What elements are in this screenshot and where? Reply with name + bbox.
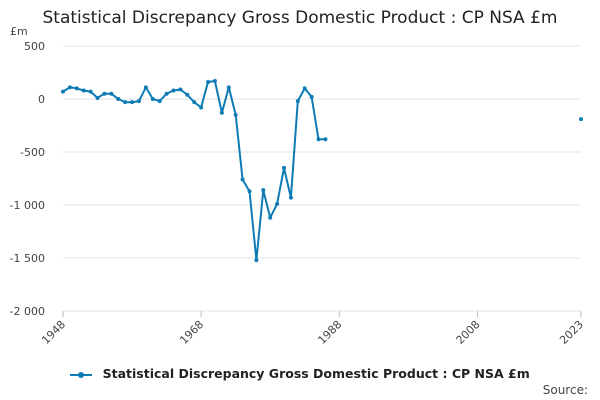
data-point[interactable] bbox=[254, 258, 259, 263]
data-point[interactable] bbox=[171, 88, 176, 93]
y-tick-label: -1 500 bbox=[10, 252, 45, 265]
data-point[interactable] bbox=[219, 110, 224, 115]
data-point[interactable] bbox=[323, 137, 328, 142]
series-line bbox=[62, 80, 326, 262]
data-point[interactable] bbox=[109, 91, 114, 96]
legend-label: Statistical Discrepancy Gross Domestic P… bbox=[102, 366, 530, 381]
x-tick-label: 2008 bbox=[454, 318, 483, 347]
data-point[interactable] bbox=[81, 88, 86, 93]
data-point[interactable] bbox=[282, 165, 287, 170]
data-point[interactable] bbox=[185, 92, 190, 97]
y-tick-label: -2 000 bbox=[10, 305, 45, 318]
chart-title: Statistical Discrepancy Gross Domestic P… bbox=[42, 8, 558, 28]
data-point[interactable] bbox=[240, 177, 245, 182]
data-point[interactable] bbox=[206, 80, 211, 85]
data-point[interactable] bbox=[157, 99, 162, 104]
data-point[interactable] bbox=[261, 188, 266, 193]
data-point[interactable] bbox=[123, 100, 128, 105]
data-point[interactable] bbox=[116, 97, 121, 101]
data-point[interactable] bbox=[288, 195, 293, 200]
data-point[interactable] bbox=[226, 85, 231, 90]
x-tick-label: 2023 bbox=[557, 318, 586, 347]
data-point[interactable] bbox=[74, 86, 79, 91]
legend[interactable]: Statistical Discrepancy Gross Domestic P… bbox=[0, 366, 600, 381]
data-point[interactable] bbox=[178, 87, 183, 92]
y-axis-unit-label: £m bbox=[10, 25, 28, 38]
y-tick-label: 500 bbox=[24, 40, 45, 53]
y-tick-label: -500 bbox=[20, 146, 45, 159]
y-tick-label: -1 000 bbox=[10, 199, 45, 212]
data-point[interactable] bbox=[130, 100, 135, 105]
data-point[interactable] bbox=[268, 215, 273, 220]
data-point[interactable] bbox=[102, 91, 107, 96]
source-label: Source: bbox=[542, 383, 588, 397]
data-point[interactable] bbox=[192, 100, 197, 105]
x-tick-label: 1948 bbox=[39, 318, 68, 347]
data-point[interactable] bbox=[579, 117, 583, 122]
data-point[interactable] bbox=[309, 94, 314, 99]
data-point[interactable] bbox=[88, 89, 93, 94]
data-point[interactable] bbox=[150, 97, 155, 101]
data-point[interactable] bbox=[136, 99, 141, 104]
data-point[interactable] bbox=[295, 99, 300, 104]
y-tick-label: 0 bbox=[38, 93, 45, 106]
legend-line-marker-icon bbox=[70, 369, 93, 381]
data-point[interactable] bbox=[143, 85, 148, 90]
data-point[interactable] bbox=[233, 112, 238, 117]
data-point[interactable] bbox=[247, 189, 252, 194]
data-point[interactable] bbox=[302, 86, 307, 91]
x-tick-label: 1988 bbox=[315, 318, 344, 347]
data-point[interactable] bbox=[164, 91, 169, 96]
data-point[interactable] bbox=[95, 95, 100, 100]
data-point[interactable] bbox=[212, 78, 217, 83]
data-point[interactable] bbox=[67, 85, 72, 90]
data-point[interactable] bbox=[199, 105, 204, 110]
data-point[interactable] bbox=[316, 137, 321, 142]
data-point[interactable] bbox=[275, 201, 280, 206]
data-point[interactable] bbox=[61, 89, 65, 94]
x-tick-label: 1968 bbox=[177, 318, 206, 347]
